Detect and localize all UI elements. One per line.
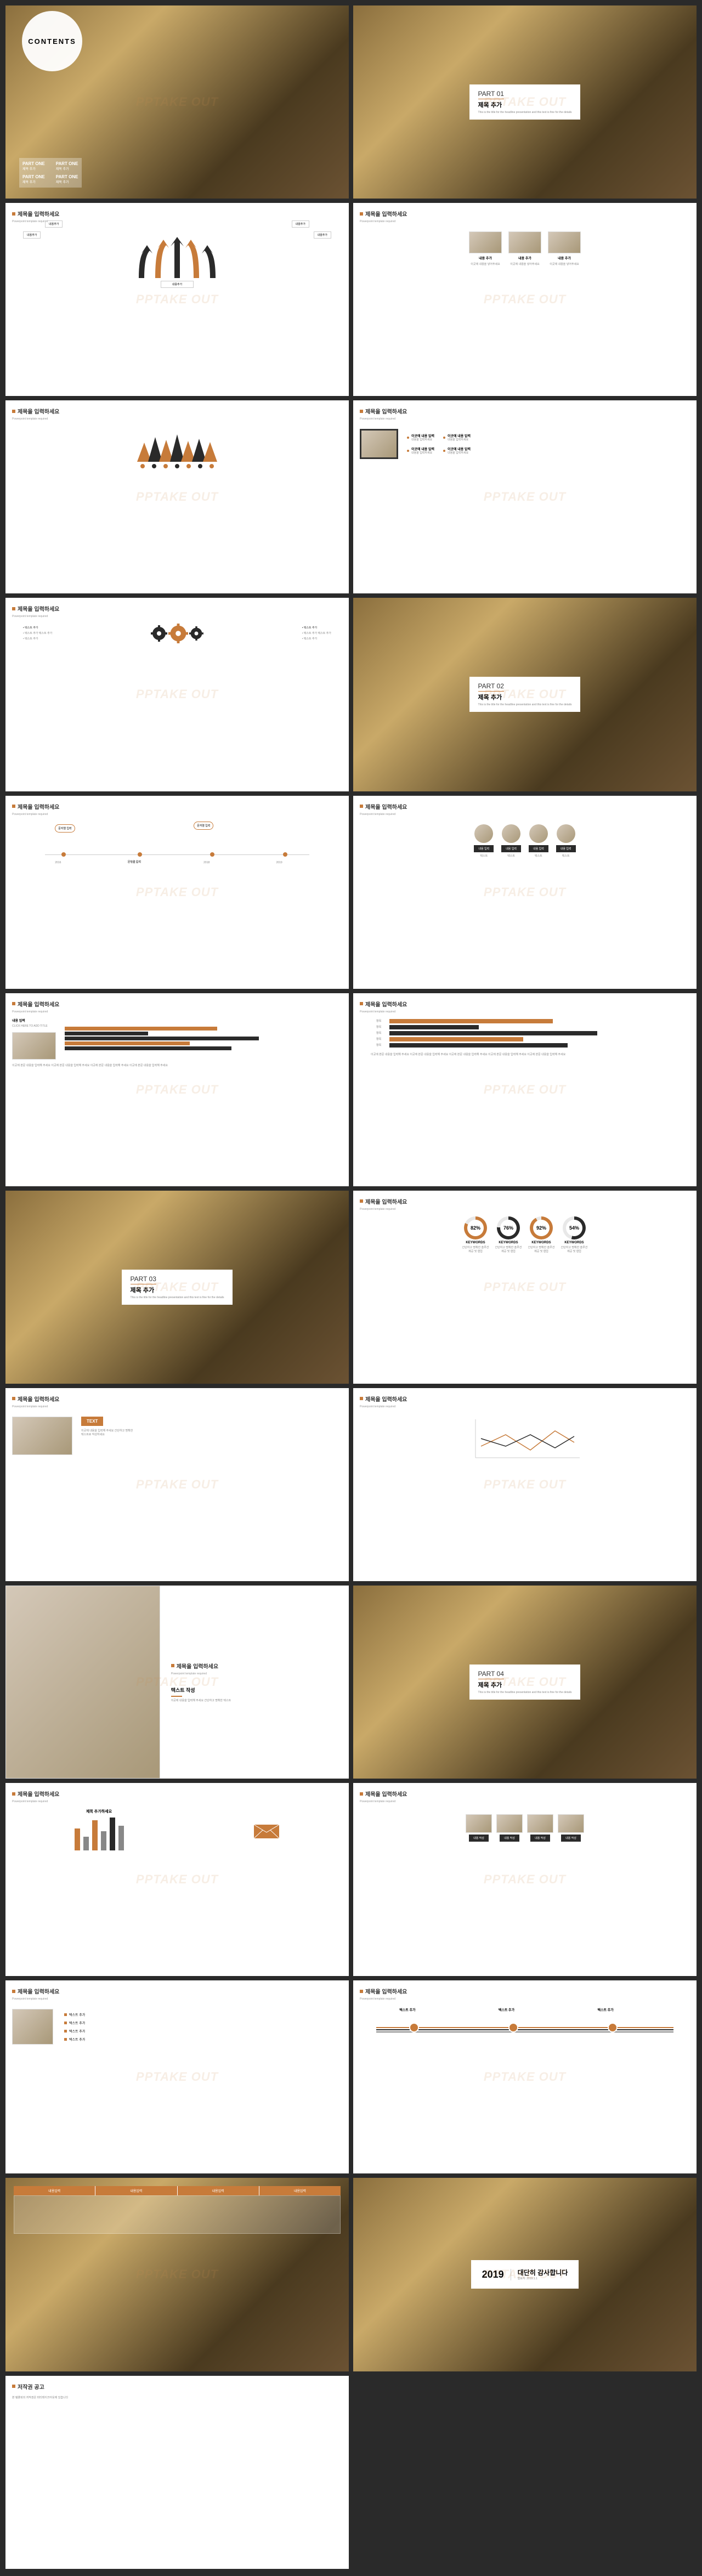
list-item: 텍스트 추가	[64, 2020, 85, 2025]
slide-thanks: PPTAKE OUT 2019 대단히 감사합니다 발표자: 2019.1.1	[353, 2178, 697, 2371]
list-item: 이곳에 내용 입력내용을 입력하세요	[407, 446, 434, 455]
slide-part01: PPTAKE OUT PART 01 제목 추가 This is the tit…	[353, 5, 697, 199]
avatar-item: 내용 입력텍스트	[501, 824, 521, 858]
img-item: 내용 작성	[558, 1814, 584, 1842]
slide-donuts: PPTAKE OUT 제목을 입력하세요 Powerpoint template…	[353, 1191, 697, 1384]
list-item: 텍스트 추가	[64, 2012, 85, 2017]
img-item: 내용 추가 이곳에 내용을 넣어주세요	[548, 231, 581, 267]
avatar-item: 내용 입력텍스트	[474, 824, 494, 858]
part-item: PART ONE제목 추가	[22, 161, 45, 171]
list-item: 텍스트 추가	[64, 2037, 85, 2042]
slide-bars: PPTAKE OUT 제목을 입력하세요 Powerpoint template…	[353, 993, 697, 1186]
part-item: PART ONE제목 추가	[22, 174, 45, 184]
list-item: 이곳에 내용 입력내용을 입력하세요	[443, 433, 471, 442]
slide-arrows: PPTAKE OUT 제목을 입력하세요 Powerpoint template…	[5, 203, 349, 396]
slide-badge: PPTAKE OUT 제목을 입력하세요 Powerpoint template…	[5, 1388, 349, 1581]
part-item: PART ONE제목 추가	[56, 161, 78, 171]
slide-blank	[353, 2376, 697, 2569]
slide-grid: PPTAKE OUT CONTENTS PART ONE제목 추가 PART O…	[5, 5, 697, 2569]
desk-img	[5, 1586, 160, 1779]
thanks-title: 대단히 감사합니다	[518, 2268, 568, 2277]
meeting-img	[12, 1417, 72, 1455]
resume-img	[12, 2009, 53, 2045]
img-item: 내용 추가 이곳에 내용을 넣어주세요	[469, 231, 502, 267]
bar-chart: 항목항목항목항목항목	[360, 1019, 690, 1048]
list-item: 이곳에 내용 입력내용을 입력하세요	[443, 446, 471, 455]
timeline-bubble: 문자열 입력	[55, 824, 75, 833]
part-title: 제목 추가	[478, 100, 572, 109]
slide-line: PPTAKE OUT 제목을 입력하세요 Powerpoint template…	[353, 1388, 697, 1581]
list-item: 텍스트 추가	[64, 2029, 85, 2034]
timeline-bubble: 문자열 입력	[194, 822, 213, 830]
avatar-item: 내용 입력텍스트	[529, 824, 548, 858]
watermark: PPTAKE OUT	[136, 95, 218, 109]
contents-title: CONTENTS	[28, 37, 76, 46]
part-item: PART ONE제목 추가	[56, 174, 78, 184]
slide-3img: PPTAKE OUT 제목을 입력하세요 Powerpoint template…	[353, 203, 697, 396]
img-item: 내용 작성	[496, 1814, 523, 1842]
slide-img-text: PPTAKE OUT 제목을 입력하세요 Powerpoint template…	[5, 1586, 349, 1779]
slide-avatars: PPTAKE OUT 제목을 입력하세요 Powerpoint template…	[353, 796, 697, 989]
bar-chart	[65, 1027, 342, 1050]
slide-resume: PPTAKE OUT 제목을 입력하세요 Powerpoint template…	[5, 1980, 349, 2173]
slide-4img: PPTAKE OUT 제목을 입력하세요 Powerpoint template…	[353, 1783, 697, 1976]
part-sub: This is the title for the headline prese…	[478, 111, 572, 114]
slide-img-bars: PPTAKE OUT 제목을 입력하세요 Powerpoint template…	[5, 993, 349, 1186]
slide-gears: PPTAKE OUT 제목을 입력하세요 Powerpoint template…	[5, 598, 349, 791]
chart-img	[12, 1032, 56, 1060]
laptop-img	[360, 429, 398, 459]
year: 2019	[482, 2269, 511, 2280]
part-box: PART 01 제목 추가 This is the title for the …	[469, 84, 581, 120]
slide-table: PPTAKE OUT 내용입력 내용입력 내용입력 내용입력	[5, 2178, 349, 2371]
img-item: 내용 작성	[527, 1814, 553, 1842]
list-item: 이곳에 내용 입력내용을 입력하세요	[407, 433, 434, 442]
envelope-icon	[253, 1820, 280, 1839]
slide-part04: PPTAKE OUT PART 04 제목 추가 This is the tit…	[353, 1586, 697, 1779]
img-item: 내용 작성	[466, 1814, 492, 1842]
part-label: PART 01	[478, 90, 504, 99]
text-badge: TEXT	[81, 1417, 103, 1426]
slide-laptop: PPTAKE OUT 제목을 입력하세요 Powerpoint template…	[353, 400, 697, 593]
arrows-svg	[128, 234, 227, 278]
peaks	[12, 434, 342, 462]
slide-contents: PPTAKE OUT CONTENTS PART ONE제목 추가 PART O…	[5, 5, 349, 199]
slide-process: PPTAKE OUT 제목을 입력하세요 Powerpoint template…	[353, 1980, 697, 2173]
img-item: 내용 추가 이곳에 내용을 넣어주세요	[508, 231, 541, 267]
avatar-item: 내용 입력텍스트	[556, 824, 576, 858]
line-chart	[465, 1414, 585, 1463]
slide-part02: PPTAKE OUT PART 02 제목 추가 This is the tit…	[353, 598, 697, 791]
gears-icon	[151, 624, 203, 643]
slide-part03: PPTAKE OUT PART 03 제목 추가 This is the tit…	[5, 1191, 349, 1384]
slide-vbars: PPTAKE OUT 제목을 입력하세요 Powerpoint template…	[5, 1783, 349, 1976]
slide-peaks: PPTAKE OUT 제목을 입력하세요 Powerpoint template…	[5, 400, 349, 593]
vbar-chart	[75, 1818, 124, 1850]
donut-row: 82% KEYWORDS 간단하고 명확한 솔루션 제공 및 협업 76% KE…	[360, 1216, 690, 1254]
slide-copyright: 저작권 공고 본 템플릿의 저작권은 피티테이크아웃에 있습니다	[5, 2376, 349, 2569]
slide-timeline: PPTAKE OUT 제목을 입력하세요 Powerpoint template…	[5, 796, 349, 989]
